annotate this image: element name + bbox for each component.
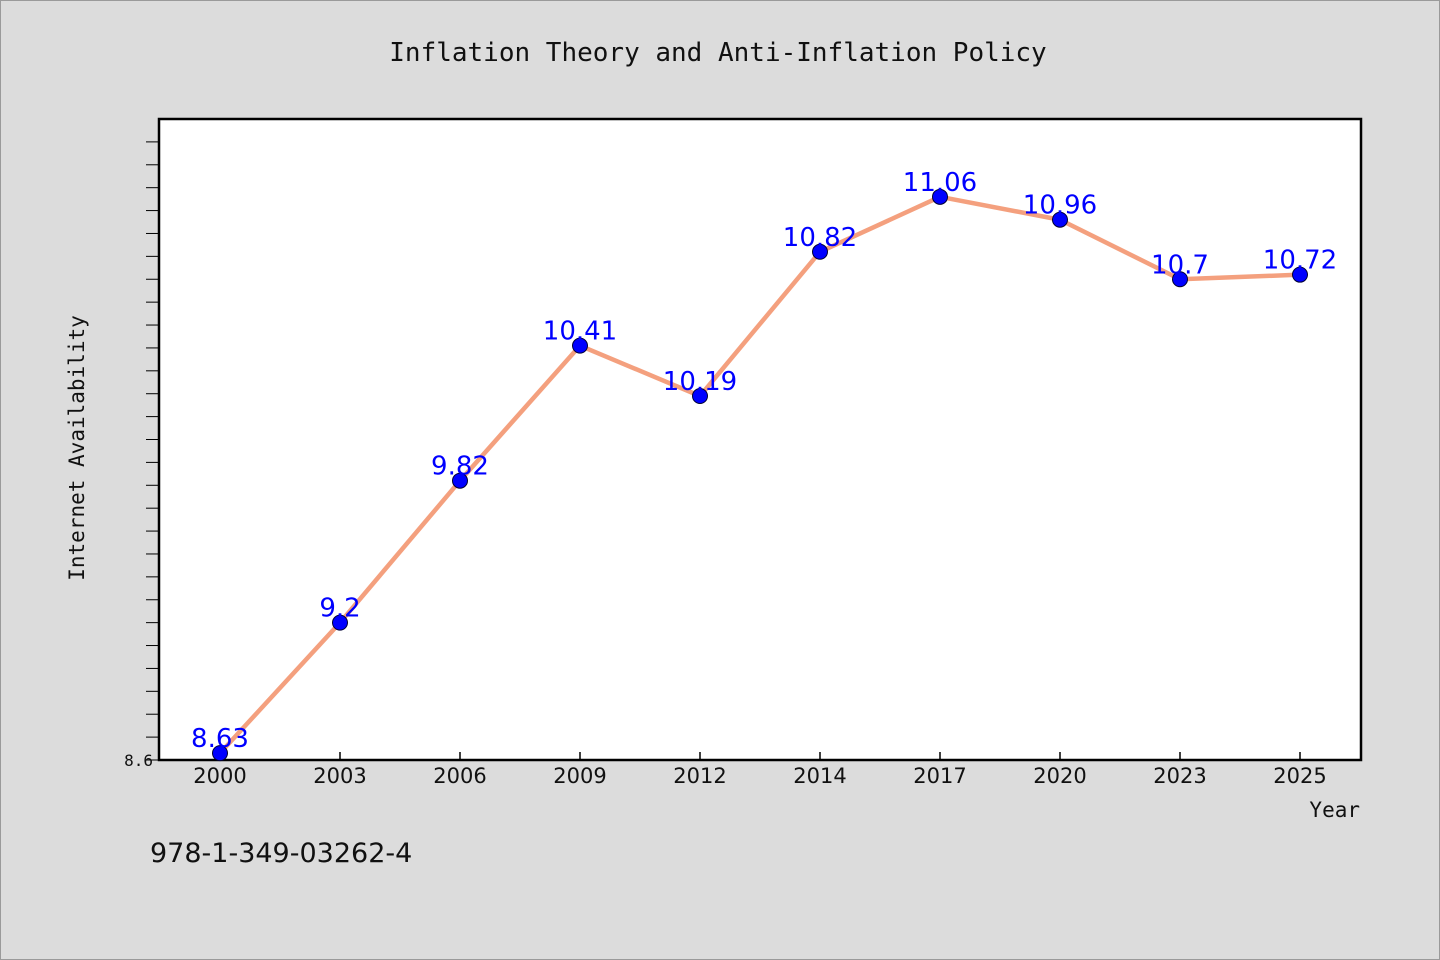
x-tick-label: 2025 — [1273, 764, 1326, 788]
x-tick-label: 2006 — [433, 764, 486, 788]
data-label: 10.7 — [1151, 250, 1209, 280]
x-tick-label: 2000 — [193, 764, 246, 788]
chart-title: Inflation Theory and Anti-Inflation Poli… — [389, 38, 1046, 68]
data-point — [692, 388, 708, 405]
y-axis-title: Internet Availability — [65, 315, 89, 581]
data-label: 10.72 — [1263, 246, 1337, 276]
footer-isbn: 978-1-349-03262-4 — [150, 838, 412, 869]
x-tick-label: 2003 — [313, 764, 366, 788]
x-tick-label: 2014 — [793, 764, 846, 788]
x-axis-title: Year — [1309, 798, 1360, 822]
data-point — [1292, 266, 1308, 283]
data-point — [212, 745, 228, 762]
series-line-group — [217, 194, 1303, 756]
data-point — [572, 337, 588, 354]
data-point — [1172, 271, 1188, 288]
data-label: 8.63 — [191, 724, 249, 754]
y-axis: 8.6 — [124, 141, 159, 770]
x-tick-label: 2020 — [1033, 764, 1086, 788]
data-label: 11.06 — [903, 168, 977, 198]
marker-group — [212, 188, 1308, 762]
plot-area — [157, 117, 1363, 762]
data-point — [932, 188, 948, 205]
data-point — [1052, 211, 1068, 228]
data-point — [812, 243, 828, 260]
x-axis: 2000 2003 2006 2009 2012 2014 2017 2020 2023 2025 — [193, 752, 1327, 788]
data-label: 10.82 — [783, 223, 857, 253]
data-point — [332, 614, 348, 631]
data-label: 10.19 — [663, 367, 737, 397]
x-tick-label: 2017 — [913, 764, 966, 788]
data-label: 9.2 — [319, 594, 360, 624]
data-label: 10.41 — [543, 317, 617, 347]
x-tick-label: 2009 — [553, 764, 606, 788]
y-tick-label: 8.6 — [124, 751, 153, 770]
data-label-group: 8.63 9.2 9.82 10.41 10.19 10.82 11.06 10.96 10.7… — [191, 168, 1337, 754]
data-label: 9.82 — [431, 452, 489, 482]
x-tick-label: 2012 — [673, 764, 726, 788]
data-point — [452, 472, 468, 489]
data-label: 10.96 — [1023, 191, 1097, 221]
x-tick-label: 2023 — [1153, 764, 1206, 788]
series-line — [217, 194, 1303, 756]
